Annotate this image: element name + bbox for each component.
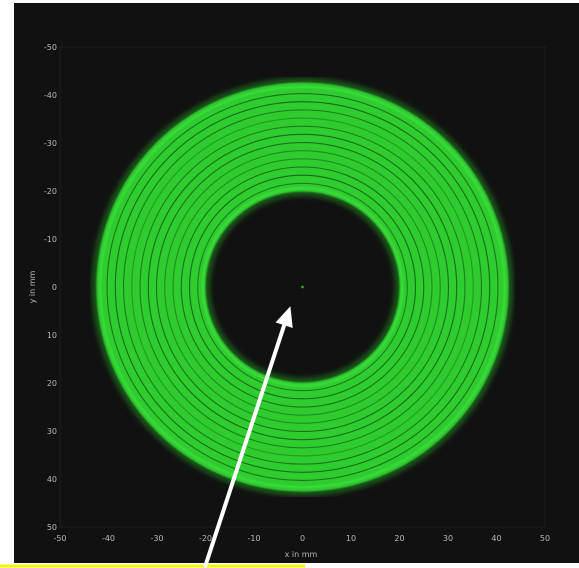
- ring-fringe: [197, 182, 408, 392]
- ring-edge: [99, 85, 506, 489]
- x-tick-label: 50: [540, 534, 550, 543]
- ring-fringe: [164, 150, 441, 424]
- ring-fringe: [147, 133, 458, 441]
- x-tick-label: 10: [346, 534, 356, 543]
- y-tick-labels: -50 -40 -30 -20 -10 0 10 20 30 40 50: [44, 43, 57, 532]
- y-axis-title: y in mm: [28, 270, 37, 303]
- ring-pattern: [91, 77, 514, 497]
- ring-fringe: [114, 101, 491, 473]
- x-tick-label: -10: [247, 534, 260, 543]
- ring-body: [96, 82, 509, 492]
- x-tick-label: 0: [300, 534, 305, 543]
- x-tick-label: -20: [199, 534, 212, 543]
- ring-fringe: [122, 109, 483, 465]
- x-tick-label: -50: [53, 534, 66, 543]
- x-tick-labels: -50 -40 -30 -20 -10 0 10 20 30 40 50: [53, 534, 550, 543]
- annotation-arrow: [203, 323, 287, 568]
- y-tick-label: -40: [44, 91, 57, 100]
- ring-fringe: [139, 125, 466, 449]
- y-tick-label: 0: [52, 283, 57, 292]
- y-tick-label: 10: [47, 331, 57, 340]
- central-spot: [301, 285, 304, 289]
- y-tick-label: -50: [44, 43, 57, 52]
- y-tick-label: 20: [47, 379, 57, 388]
- y-tick-label: 40: [47, 475, 57, 484]
- x-tick-label: -40: [102, 534, 115, 543]
- y-tick-label: -20: [44, 187, 57, 196]
- ring-fringe: [172, 158, 433, 416]
- y-tick-label: 50: [47, 523, 57, 532]
- x-tick-label: -30: [150, 534, 163, 543]
- annotation-arrowhead: [275, 306, 293, 329]
- ring-fringe: [155, 141, 450, 433]
- ring-fringe: [131, 117, 474, 457]
- x-tick-label: 30: [443, 534, 453, 543]
- ring-fringe: [188, 174, 417, 400]
- x-tick-label: 20: [394, 534, 404, 543]
- y-tick-label: -30: [44, 139, 57, 148]
- ring-edge: [201, 187, 404, 387]
- ring-fringe: [106, 93, 499, 481]
- y-tick-label: 30: [47, 427, 57, 436]
- x-axis-title: x in mm: [285, 550, 318, 559]
- ring-fringe: [180, 166, 425, 408]
- y-tick-label: -10: [44, 235, 57, 244]
- x-tick-label: 40: [491, 534, 501, 543]
